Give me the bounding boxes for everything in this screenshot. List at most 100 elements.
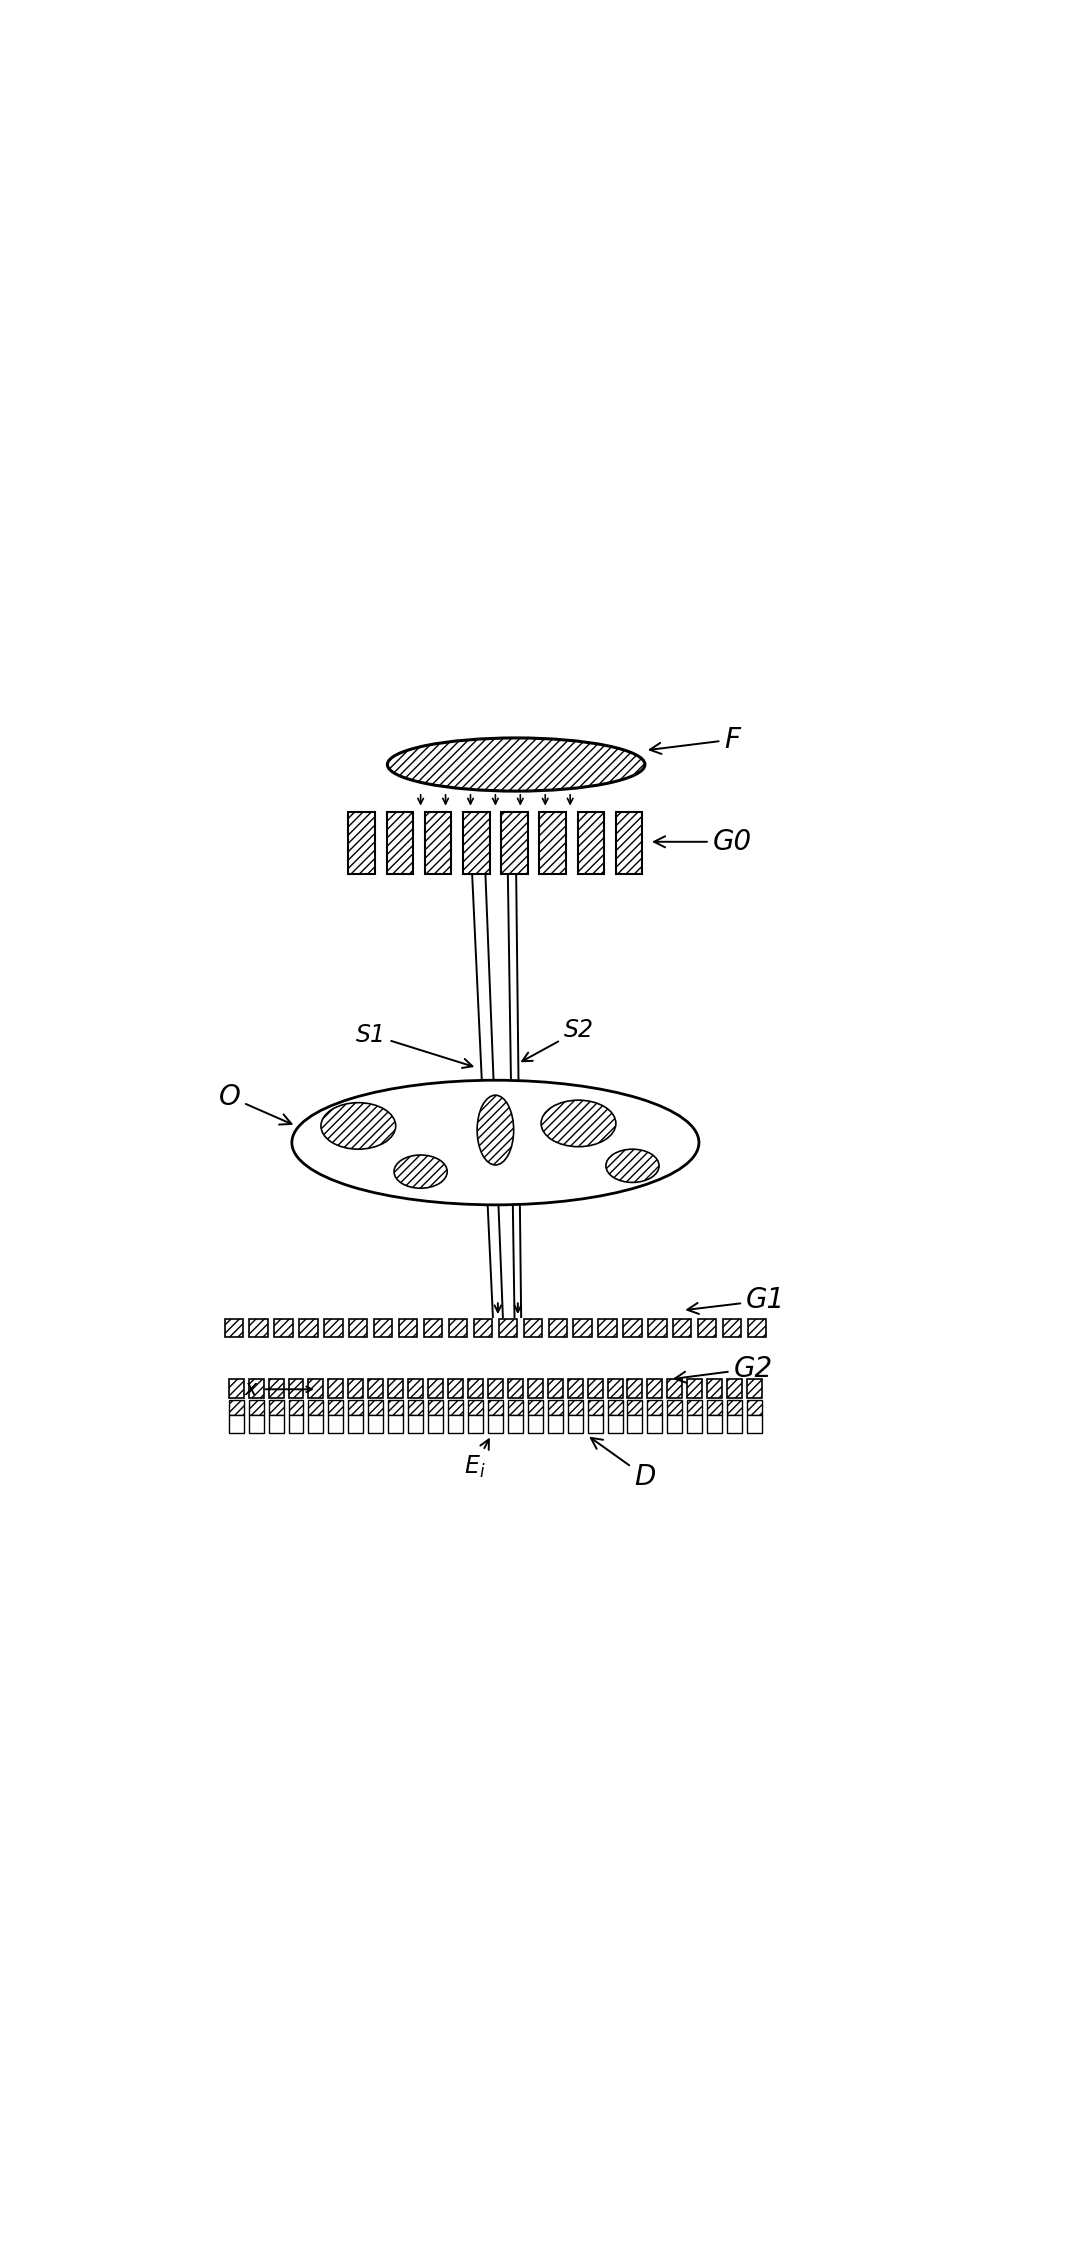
Bar bbox=[388, 1399, 403, 1415]
Bar bbox=[423, 1318, 443, 1336]
Bar bbox=[288, 1415, 303, 1433]
Bar bbox=[649, 1318, 667, 1336]
Bar bbox=[448, 1379, 463, 1397]
Bar bbox=[627, 1379, 642, 1397]
Bar bbox=[598, 1318, 616, 1336]
Bar bbox=[574, 1318, 592, 1336]
Bar bbox=[274, 1318, 293, 1336]
Bar bbox=[228, 1399, 243, 1415]
Bar bbox=[523, 1318, 542, 1336]
Ellipse shape bbox=[606, 1150, 659, 1181]
Bar bbox=[348, 811, 375, 874]
Bar bbox=[468, 1379, 483, 1397]
Bar bbox=[527, 1415, 542, 1433]
Bar bbox=[548, 1415, 563, 1433]
Bar bbox=[498, 1318, 517, 1336]
Bar bbox=[249, 1399, 264, 1415]
Bar bbox=[668, 1399, 682, 1415]
Bar bbox=[508, 1399, 523, 1415]
Bar bbox=[727, 1415, 742, 1433]
Ellipse shape bbox=[477, 1096, 513, 1166]
Bar bbox=[488, 1399, 503, 1415]
Bar bbox=[708, 1415, 723, 1433]
Text: O: O bbox=[219, 1083, 292, 1125]
Bar bbox=[747, 1379, 762, 1397]
Bar bbox=[387, 811, 413, 874]
Bar bbox=[747, 1415, 762, 1433]
Bar bbox=[428, 1379, 443, 1397]
Bar bbox=[399, 1318, 417, 1336]
Bar bbox=[288, 1379, 303, 1397]
Ellipse shape bbox=[394, 1154, 447, 1188]
Bar bbox=[468, 1415, 483, 1433]
Bar bbox=[408, 1399, 423, 1415]
Bar bbox=[309, 1399, 324, 1415]
Bar bbox=[687, 1379, 702, 1397]
Bar bbox=[587, 1379, 602, 1397]
Text: S2: S2 bbox=[522, 1017, 594, 1060]
Bar bbox=[228, 1379, 243, 1397]
Bar bbox=[250, 1318, 268, 1336]
Bar bbox=[708, 1399, 723, 1415]
Bar bbox=[288, 1399, 303, 1415]
Bar bbox=[249, 1379, 264, 1397]
Text: G0: G0 bbox=[654, 829, 751, 856]
Text: x: x bbox=[244, 1379, 256, 1399]
Bar bbox=[309, 1379, 324, 1397]
Bar bbox=[228, 1415, 243, 1433]
Text: E$_i$: E$_i$ bbox=[464, 1440, 489, 1480]
Text: D: D bbox=[591, 1437, 656, 1491]
Ellipse shape bbox=[292, 1080, 699, 1204]
Bar bbox=[627, 1415, 642, 1433]
Ellipse shape bbox=[541, 1101, 615, 1148]
Bar bbox=[568, 1415, 583, 1433]
Bar bbox=[687, 1399, 702, 1415]
Bar bbox=[539, 811, 566, 874]
Bar bbox=[708, 1379, 723, 1397]
Bar bbox=[328, 1379, 343, 1397]
Bar bbox=[348, 1415, 363, 1433]
Bar bbox=[448, 1415, 463, 1433]
Bar bbox=[449, 1318, 467, 1336]
Bar bbox=[727, 1399, 742, 1415]
Bar bbox=[388, 1379, 403, 1397]
Bar bbox=[369, 1399, 384, 1415]
Bar bbox=[627, 1399, 642, 1415]
Bar bbox=[747, 1399, 762, 1415]
Bar bbox=[587, 1399, 602, 1415]
Bar bbox=[428, 1399, 443, 1415]
Bar bbox=[748, 1318, 766, 1336]
Bar bbox=[527, 1379, 542, 1397]
Bar bbox=[224, 1318, 243, 1336]
Bar bbox=[408, 1379, 423, 1397]
Bar bbox=[723, 1318, 742, 1336]
Bar bbox=[488, 1415, 503, 1433]
Bar bbox=[502, 811, 527, 874]
Bar bbox=[349, 1318, 368, 1336]
Text: G1: G1 bbox=[687, 1287, 785, 1314]
Bar bbox=[623, 1318, 642, 1336]
Bar bbox=[388, 1415, 403, 1433]
Bar bbox=[548, 1399, 563, 1415]
Bar bbox=[309, 1415, 324, 1433]
Bar bbox=[727, 1379, 742, 1397]
Bar bbox=[369, 1415, 384, 1433]
Bar bbox=[608, 1399, 623, 1415]
Bar bbox=[673, 1318, 691, 1336]
Bar bbox=[549, 1318, 567, 1336]
Bar bbox=[548, 1379, 563, 1397]
Bar bbox=[468, 1399, 483, 1415]
Ellipse shape bbox=[387, 739, 645, 791]
Bar bbox=[425, 811, 451, 874]
Bar bbox=[328, 1399, 343, 1415]
Bar bbox=[508, 1415, 523, 1433]
Bar bbox=[428, 1415, 443, 1433]
Bar bbox=[348, 1399, 363, 1415]
Bar bbox=[299, 1318, 317, 1336]
Bar bbox=[508, 1379, 523, 1397]
Bar bbox=[568, 1379, 583, 1397]
Bar bbox=[668, 1379, 682, 1397]
Bar bbox=[474, 1318, 492, 1336]
Bar bbox=[369, 1379, 384, 1397]
Bar bbox=[687, 1415, 702, 1433]
